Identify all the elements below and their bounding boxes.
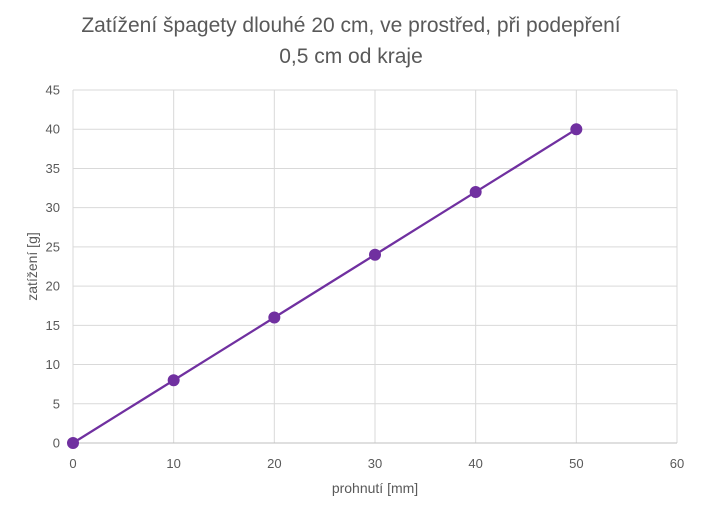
chart-title-line-1: Zatížení špagety dlouhé 20 cm, ve prostř… (81, 14, 621, 37)
x-tick-label-50: 50 (569, 456, 583, 471)
x-tick-label-40: 40 (468, 456, 482, 471)
series-line-0 (71, 128, 578, 445)
x-tick-label-10: 10 (166, 456, 180, 471)
chart-title-line-2: 0,5 cm od kraje (279, 45, 423, 68)
x-axis-title: prohnutí [mm] (332, 480, 418, 496)
y-tick-label-30: 30 (46, 200, 60, 215)
series-layer (67, 123, 583, 449)
y-tick-label-35: 35 (46, 161, 60, 176)
y-tick-label-40: 40 (46, 122, 60, 137)
data-point-0 (67, 437, 79, 449)
data-point-10 (167, 374, 180, 387)
tick-labels: 0 10 20 30 40 50 60 0 5 10 15 20 25 30 35 40 45 (46, 83, 685, 472)
data-point-50 (570, 123, 583, 136)
y-tick-label-5: 5 (53, 396, 60, 411)
x-tick-label-60: 60 (670, 456, 684, 471)
y-tick-label-45: 45 (46, 83, 60, 98)
x-tick-label-20: 20 (267, 456, 281, 471)
y-tick-label-10: 10 (46, 357, 60, 372)
data-point-20 (268, 311, 281, 324)
data-point-30 (369, 248, 381, 261)
gridlines (73, 89, 678, 443)
y-axis-title: zatížení [g] (24, 232, 40, 300)
y-tick-label-25: 25 (46, 239, 60, 254)
y-tick-label-20: 20 (46, 279, 60, 294)
x-tick-label-0: 0 (69, 456, 76, 471)
x-tick-label-30: 30 (368, 456, 382, 471)
data-point-40 (469, 185, 482, 198)
axes (72, 90, 677, 444)
y-tick-label-0: 0 (53, 436, 60, 451)
y-tick-label-15: 15 (46, 318, 60, 333)
